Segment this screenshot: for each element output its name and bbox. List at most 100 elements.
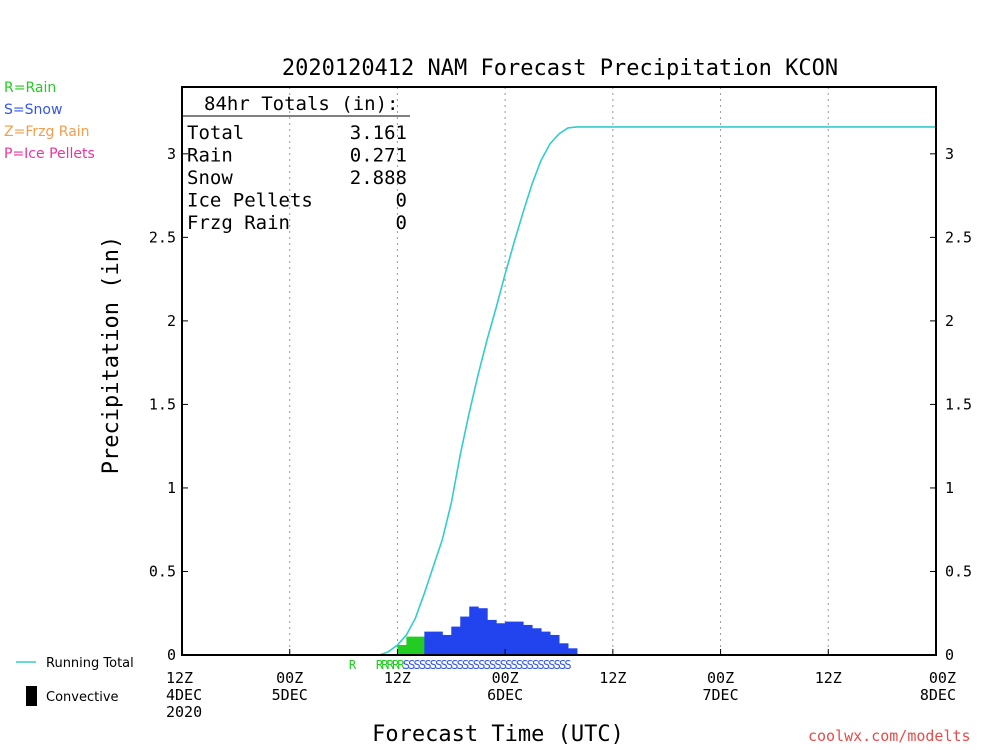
source-credit: coolwx.com/modelts	[808, 727, 971, 745]
snow-bar	[460, 616, 470, 655]
plot-frame	[181, 86, 937, 656]
totals-row-label: Ice Pellets	[187, 190, 313, 212]
y-tick-label-left: 1.5	[149, 395, 176, 413]
x-tick-label: 6DEC	[487, 686, 523, 704]
snow-bar	[451, 626, 461, 655]
x-tick-label: 8DEC	[920, 686, 956, 704]
precip-type-symbol: S	[521, 658, 528, 672]
precip-type-symbol: S	[505, 658, 512, 672]
snow-bar	[541, 631, 551, 655]
snow-bar	[442, 634, 452, 655]
precip-type-symbol: S	[511, 658, 518, 672]
snow-bar	[424, 631, 434, 655]
x-tick-label: 5DEC	[272, 686, 308, 704]
x-tick-label: 00Z	[929, 669, 956, 687]
x-tick-label: 00Z	[492, 669, 519, 687]
rain-bar	[415, 636, 425, 655]
precip-type-symbol: S	[564, 658, 571, 672]
precip-type-symbol: R	[392, 658, 400, 672]
precip-type-symbol: S	[494, 658, 501, 672]
rain-bar	[397, 644, 407, 655]
grid-layer	[289, 87, 829, 655]
y-tick-label-left: 0.5	[149, 562, 176, 580]
snow-bar	[523, 624, 533, 655]
snow-bar	[496, 623, 506, 655]
legend-convective-swatch	[26, 686, 37, 706]
precip-type-symbol: R	[397, 658, 405, 672]
axis-layer: 0 00.5 0.51 11.5 1.52 22.5 2.53 312Z4DEC202000Z…	[149, 86, 972, 721]
precip-type-symbol: S	[537, 658, 544, 672]
precip-type-symbol: R	[376, 658, 384, 672]
precip-type-symbol: S	[446, 658, 453, 672]
totals-row-value: 3.161	[350, 122, 407, 144]
precip-type-symbol: R	[387, 658, 395, 672]
precip-type-symbol: S	[462, 658, 469, 672]
precip-type-symbol: S	[430, 658, 437, 672]
precip-type-symbol: S	[457, 658, 464, 672]
x-tick-label: 00Z	[707, 669, 734, 687]
x-axis-label: Forecast Time (UTC)	[372, 722, 624, 747]
snow-bar	[469, 606, 479, 655]
y-tick-label-left: 0	[167, 646, 176, 664]
totals-row-value: 0.271	[350, 145, 407, 167]
snow-bar	[478, 608, 488, 655]
precip-type-symbol: S	[403, 658, 410, 672]
precip-type-symbol: S	[414, 658, 421, 672]
totals-row-value: 0	[396, 212, 407, 234]
y-tick-label-right: 0	[945, 646, 954, 664]
x-tick-label: 00Z	[276, 669, 303, 687]
precip-type-symbol: S	[489, 658, 496, 672]
legend-snow: S=Snow	[4, 102, 63, 118]
x-tick-label: 12Z	[815, 669, 842, 687]
y-tick-label-left: 3	[167, 145, 176, 163]
chart-title: 2020120412 NAM Forecast Precipitation KC…	[282, 56, 838, 81]
x-tick-label: 12Z	[384, 669, 411, 687]
legend-running-total-label: Running Total	[46, 656, 134, 671]
x-tick-label: 4DEC	[166, 686, 202, 704]
running-total-line	[182, 126, 936, 656]
precip-type-symbol: S	[548, 658, 555, 672]
precip-type-symbol: S	[543, 658, 550, 672]
totals-layer: 84hr Totals (in): Total 3.161 Rain 0.271 Snow…	[182, 93, 410, 234]
precip-type-symbol: S	[435, 658, 442, 672]
precip-type-symbol: S	[467, 658, 474, 672]
x-tick-label: 2020	[166, 703, 202, 721]
y-tick-label-left: 1	[167, 479, 176, 497]
y-tick-label-right: 2.5	[945, 228, 972, 246]
snow-bar	[433, 631, 443, 655]
precip-type-symbol: S	[484, 658, 491, 672]
x-tick-label: 12Z	[166, 669, 193, 687]
totals-row-label: Rain	[187, 145, 233, 167]
y-tick-label-right: 0.5	[945, 562, 972, 580]
precip-type-symbol: S	[554, 658, 561, 672]
x-tick-label: 12Z	[599, 669, 626, 687]
snow-bar	[550, 634, 560, 655]
legend-frzg-rain: Z=Frzg Rain	[4, 124, 90, 140]
totals-row-label: Snow	[187, 167, 233, 189]
precip-type-symbol: S	[478, 658, 485, 672]
snow-bar	[532, 628, 542, 655]
y-axis-label: Precipitation (in)	[99, 236, 124, 474]
precip-type-symbol: S	[559, 658, 566, 672]
snow-bar	[505, 621, 515, 655]
y-tick-label-right: 2	[945, 312, 954, 330]
precip-type-symbol: S	[473, 658, 480, 672]
precip-type-symbol: S	[451, 658, 458, 672]
totals-row-value: 2.888	[350, 167, 407, 189]
legend-layer: Running Total Convective	[16, 656, 134, 706]
legend-ice-pellets: P=Ice Pellets	[4, 146, 95, 162]
snow-bar	[559, 643, 569, 655]
totals-header: 84hr Totals (in):	[204, 93, 398, 115]
totals-row-label: Frzg Rain	[187, 212, 290, 234]
totals-row-value: 0	[396, 190, 407, 212]
y-tick-label-left: 2	[167, 312, 176, 330]
precip-type-symbol: S	[424, 658, 431, 672]
totals-row-label: Total	[187, 122, 244, 144]
legend-rain: R=Rain	[4, 80, 57, 96]
x-tick-label: 7DEC	[703, 686, 739, 704]
precip-type-symbol: R	[381, 658, 389, 672]
precip-type-symbol: S	[419, 658, 426, 672]
precip-type-symbol: R	[349, 658, 357, 672]
y-tick-label-right: 1.5	[945, 395, 972, 413]
